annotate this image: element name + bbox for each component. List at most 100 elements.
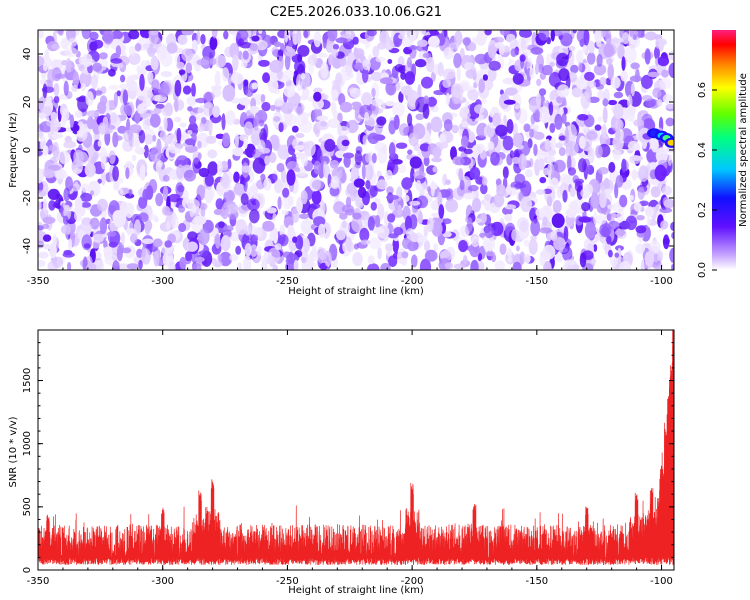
heatmap-cell bbox=[278, 122, 284, 133]
heatmap-cell bbox=[200, 34, 206, 45]
heatmap-cell bbox=[63, 140, 77, 149]
heatmap-x-ticks: -350 -300 -250 -200 -150 -100 bbox=[27, 30, 673, 287]
snr-series bbox=[38, 330, 674, 565]
heatmap-cell bbox=[487, 44, 497, 59]
heatmap-cell bbox=[186, 198, 200, 211]
heatmap-cell bbox=[578, 158, 587, 173]
heatmap-cell bbox=[630, 83, 635, 97]
heatmap-cell bbox=[235, 245, 242, 255]
heatmap-cell bbox=[359, 104, 373, 119]
snr-y-tick-label: 1500 bbox=[22, 368, 33, 393]
heatmap-cell bbox=[154, 216, 159, 223]
heatmap-cell bbox=[624, 46, 637, 64]
heatmap-cell bbox=[523, 123, 531, 132]
heatmap-cell bbox=[139, 164, 146, 181]
heatmap-cell bbox=[542, 216, 548, 227]
heatmap-cell bbox=[484, 30, 492, 36]
heatmap-cell bbox=[357, 186, 367, 198]
heatmap-cell bbox=[550, 137, 557, 150]
heatmap-cell bbox=[458, 168, 464, 182]
heatmap-cell bbox=[529, 128, 534, 138]
heatmap-cell bbox=[502, 77, 516, 85]
heatmap-cell bbox=[313, 31, 322, 48]
heatmap-cell bbox=[282, 187, 290, 198]
heatmap-cell bbox=[327, 30, 338, 42]
heatmap-cell bbox=[364, 111, 369, 122]
colorbar-tick-label: 0.6 bbox=[697, 82, 708, 98]
heatmap-cell bbox=[467, 217, 473, 232]
heatmap-cell bbox=[128, 52, 141, 65]
heatmap-cell bbox=[323, 133, 333, 141]
heatmap-cell bbox=[671, 263, 674, 270]
heatmap-cell bbox=[84, 162, 96, 178]
heatmap-cell bbox=[258, 30, 263, 34]
heatmap-cell bbox=[268, 78, 279, 94]
heatmap-cell bbox=[641, 95, 653, 102]
heatmap-cell bbox=[617, 208, 624, 223]
heatmap-cell bbox=[388, 255, 398, 267]
heatmap-cell bbox=[379, 77, 393, 85]
heatmap-cell bbox=[58, 150, 70, 165]
heatmap-cell bbox=[249, 244, 258, 257]
heatmap-cell bbox=[277, 144, 291, 160]
heatmap-cell bbox=[507, 256, 513, 263]
heatmap-cell bbox=[607, 99, 618, 106]
heatmap-cell bbox=[661, 185, 672, 196]
heatmap-cell bbox=[467, 42, 477, 52]
heatmap-cell bbox=[621, 56, 626, 71]
heatmap-y-tick-label: 0 bbox=[22, 147, 33, 153]
heatmap-cell bbox=[519, 54, 526, 62]
heatmap-cell bbox=[371, 98, 384, 107]
snr-y-tick-label: 500 bbox=[22, 497, 33, 516]
heatmap-cell bbox=[333, 201, 346, 215]
heatmap-cell bbox=[162, 205, 171, 216]
heatmap-cell bbox=[63, 80, 69, 96]
heatmap-cell bbox=[354, 62, 364, 70]
heatmap-cell bbox=[200, 205, 206, 219]
heatmap-cell bbox=[462, 37, 471, 46]
heatmap-cell bbox=[38, 112, 47, 119]
heatmap-cell bbox=[511, 229, 520, 242]
heatmap-cell bbox=[131, 154, 137, 162]
heatmap-cell bbox=[197, 228, 210, 245]
heatmap-cell bbox=[625, 215, 638, 231]
heatmap-cell bbox=[232, 147, 245, 157]
snr-x-tick-label: -300 bbox=[151, 576, 174, 587]
heatmap-cell bbox=[352, 212, 362, 220]
heatmap-cell bbox=[279, 224, 286, 237]
heatmap-cell bbox=[336, 125, 350, 137]
heatmap-x-tick-label: -200 bbox=[401, 276, 424, 287]
heatmap-cell bbox=[352, 251, 363, 267]
heatmap-cell bbox=[138, 129, 146, 144]
heatmap-cell bbox=[517, 37, 529, 51]
heatmap-cell bbox=[442, 78, 451, 88]
heatmap-cell bbox=[86, 116, 95, 130]
heatmap-cell bbox=[536, 78, 542, 87]
heatmap-cell bbox=[214, 71, 221, 87]
heatmap-x-tick-label: -300 bbox=[151, 276, 174, 287]
heatmap-cell bbox=[278, 234, 289, 247]
heatmap-cell bbox=[409, 156, 422, 169]
heatmap-cell bbox=[143, 144, 149, 159]
heatmap-cell bbox=[124, 202, 135, 219]
heatmap-cell bbox=[416, 195, 429, 209]
heatmap-cell bbox=[296, 74, 303, 91]
heatmap-cell bbox=[454, 157, 465, 166]
heatmap-cell bbox=[597, 167, 609, 175]
heatmap-cell bbox=[525, 169, 533, 178]
heatmap-cell bbox=[211, 85, 222, 91]
heatmap-cell bbox=[568, 51, 575, 67]
heatmap-cell bbox=[249, 209, 260, 224]
heatmap-cell bbox=[671, 232, 674, 239]
heatmap-cell bbox=[292, 236, 298, 243]
heatmap-cell bbox=[301, 152, 309, 167]
heatmap-cell bbox=[42, 223, 50, 229]
heatmap-cell bbox=[579, 252, 587, 268]
heatmap-cell bbox=[108, 84, 119, 91]
heatmap-cell bbox=[652, 87, 662, 99]
heatmap-cell bbox=[528, 238, 538, 255]
heatmap-cell bbox=[502, 166, 509, 179]
heatmap-cell bbox=[121, 232, 125, 245]
heatmap-cell bbox=[311, 189, 322, 205]
heatmap-cell bbox=[63, 249, 73, 256]
